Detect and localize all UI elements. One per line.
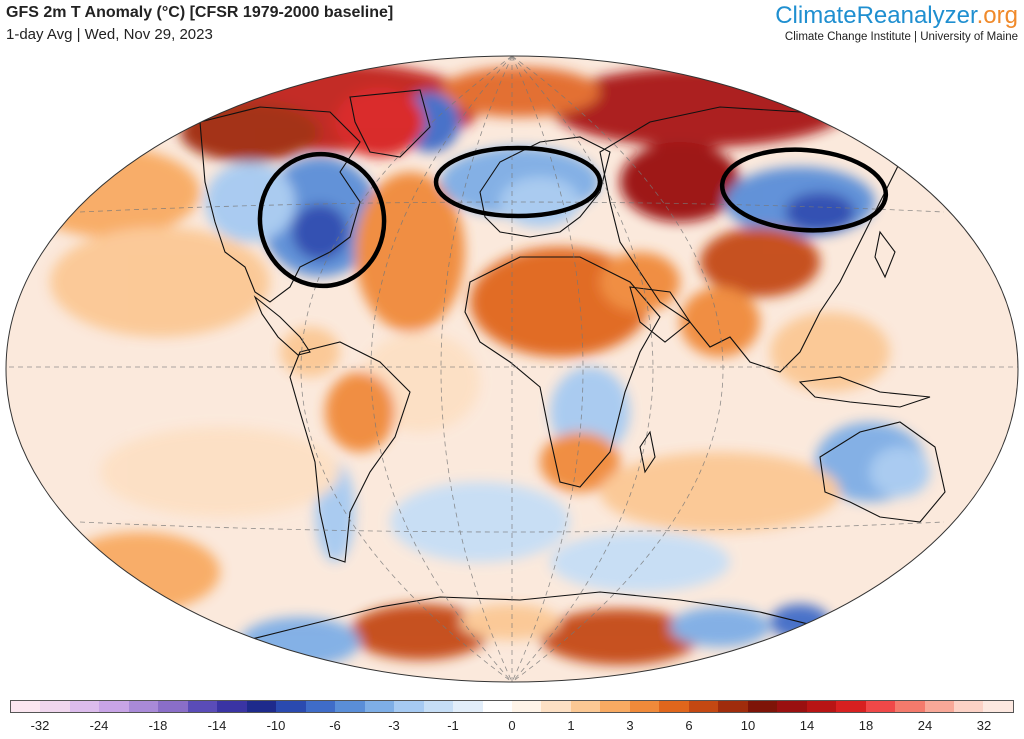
colorbar-label: -6 [329,718,341,733]
greenland-outline [349,89,431,158]
colorbar-swatch [570,701,601,712]
colorbar-swatch [158,701,188,712]
colorbar-swatch [895,701,925,712]
colorbar-label: -14 [207,718,227,733]
colorbar-swatch [246,701,277,712]
colorbar-swatch [99,701,129,712]
colorbar-swatch [777,701,807,712]
europe-outline [479,136,611,238]
africa-outline [464,256,661,488]
colorbar-swatch [659,701,689,712]
colorbar-swatch [11,701,41,712]
colorbar-swatch [865,701,896,712]
colorbar-swatch [482,701,512,712]
colorbar-label: 10 [740,718,756,733]
globe-outline [5,55,1019,683]
map-subtitle: 1-day Avg | Wed, Nov 29, 2023 [6,26,213,43]
colorbar-swatch [836,701,866,712]
world-temperature-anomaly-map [5,55,1019,683]
colorbar-swatch [453,701,483,712]
brand-name-part-reanalyzer: Reanalyzer [856,2,977,29]
brand-block: ClimateReanalyzer.org Climate Change Ins… [775,2,1018,43]
annotation-ellipse-north-america [257,151,387,289]
map-title: GFS 2m T Anomaly (°C) [CFSR 1979-2000 ba… [6,4,394,21]
colorbar-swatch [217,701,247,712]
colorbar-label: 32 [976,718,992,733]
colorbar-label: -32 [30,718,50,733]
colorbar-label: -18 [148,718,168,733]
brand-tagline: Climate Change Institute | University of… [784,31,1018,43]
south-america-outline [289,341,411,563]
japan-outline [874,230,896,279]
colorbar-label: 1 [567,718,575,733]
colorbar-swatch [983,701,1013,712]
colorbar-swatch [276,701,306,712]
colorbar-swatch [511,701,542,712]
colorbar-swatch [688,701,719,712]
colorbar-swatch [629,701,660,712]
colorbar-label: 0 [508,718,516,733]
anomaly-field [6,56,1018,682]
colorbar-label: 3 [626,718,634,733]
colorbar-swatch [335,701,365,712]
new-zealand-outline [949,520,971,559]
colorbar-swatch [40,701,70,712]
arabian-peninsula-outline [629,286,691,343]
colorbar-swatch [806,701,837,712]
annotation-ellipse-siberia [719,147,889,233]
colorbar-label: -24 [89,718,109,733]
colorbar-swatch [924,701,954,712]
colorbar-label: 24 [917,718,933,733]
colorbar [10,700,1014,713]
colorbar-swatch [69,701,100,712]
colorbar-swatch [187,701,218,712]
brand-name-part-climate: Climate [775,2,857,29]
brand-logo[interactable]: ClimateReanalyzer.org [775,2,1018,30]
colorbar-label: 18 [858,718,874,733]
colorbar-label: -10 [266,718,286,733]
colorbar-label: 14 [799,718,815,733]
north-america-outline [199,106,361,303]
colorbar-swatch [394,701,424,712]
colorbar-swatch [954,701,984,712]
graticule [6,56,1018,682]
colorbar-swatch [364,701,395,712]
colorbar-label: -1 [447,718,459,733]
colorbar-labels: -32 -24 -18 -14 -10 -6 -3 -1 0 1 3 6 10 14 18 24 32 [10,718,1014,736]
annotation-ellipses [257,145,889,289]
colorbar-label: -3 [388,718,400,733]
colorbar-swatch [128,701,159,712]
antarctica-outline [199,591,901,658]
colorbar-swatch [600,701,630,712]
colorbar-swatch [541,701,571,712]
australia-outline [819,421,946,523]
colorbar-swatch [747,701,778,712]
annotation-ellipse-europe [433,145,603,219]
brand-name-part-org: .org [976,2,1018,29]
madagascar-outline [639,430,656,474]
central-america-outline [253,295,311,356]
indonesia-outline [798,376,931,408]
colorbar-swatch [423,701,454,712]
colorbar-label: 6 [685,718,693,733]
colorbar-swatch [718,701,748,712]
colorbar-swatch [305,701,336,712]
